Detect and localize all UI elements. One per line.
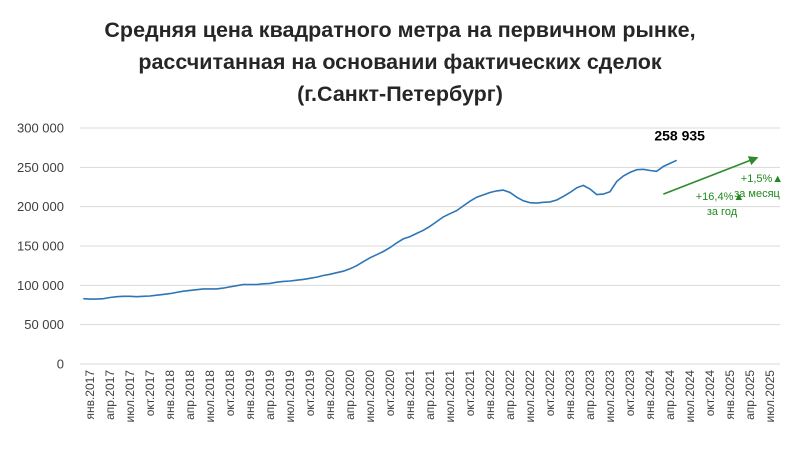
x-tick-label: янв.2021 bbox=[403, 370, 417, 420]
x-tick-label: окт.2020 bbox=[383, 370, 397, 417]
chart-title: Средняя цена квадратного метра на первич… bbox=[0, 14, 800, 110]
x-tick-label: янв.2017 bbox=[83, 370, 97, 420]
price-series-line bbox=[83, 159, 678, 300]
x-tick-label: янв.2022 bbox=[483, 370, 497, 420]
x-tick-label: июл.2025 bbox=[763, 370, 777, 423]
x-tick-label: окт.2018 bbox=[223, 370, 237, 417]
x-tick-label: янв.2019 bbox=[243, 370, 257, 420]
x-tick-label: июл.2021 bbox=[443, 370, 457, 423]
yearly-change-caption: за год bbox=[707, 206, 738, 218]
x-tick-label: окт.2024 bbox=[703, 370, 717, 417]
x-tick-label: окт.2022 bbox=[543, 370, 557, 417]
x-tick-label: апр.2019 bbox=[263, 370, 277, 420]
x-tick-label: апр.2025 bbox=[743, 370, 757, 420]
x-tick-label: апр.2021 bbox=[423, 370, 437, 420]
annotations: 258 935 +1,5%▲ за месяц +16,4%▲ за год bbox=[654, 127, 783, 218]
gridlines bbox=[80, 127, 780, 365]
x-tick-label: янв.2020 bbox=[323, 370, 337, 420]
monthly-change-caption: за месяц bbox=[734, 188, 780, 200]
x-tick-label: апр.2017 bbox=[103, 370, 117, 420]
x-tick-label: апр.2020 bbox=[343, 370, 357, 420]
x-tick-label: апр.2022 bbox=[503, 370, 517, 420]
x-tick-label: янв.2023 bbox=[563, 370, 577, 420]
y-tick-label: 150 000 bbox=[17, 239, 64, 254]
monthly-change-annotation: +1,5%▲ bbox=[741, 173, 783, 185]
x-tick-label: июл.2019 bbox=[283, 370, 297, 423]
y-tick-label: 250 000 bbox=[17, 160, 64, 175]
x-tick-label: апр.2024 bbox=[663, 370, 677, 420]
trend-arrow bbox=[663, 156, 759, 195]
x-tick-label: окт.2019 bbox=[303, 370, 317, 417]
x-tick-label: апр.2023 bbox=[583, 370, 597, 420]
chart-title-line-2: рассчитанная на основании фактических сд… bbox=[138, 50, 662, 74]
x-tick-label: янв.2025 bbox=[723, 370, 737, 420]
chart-title-line-3: (г.Санкт-Петербург) bbox=[297, 82, 503, 106]
x-tick-label: июл.2017 bbox=[123, 370, 137, 423]
y-tick-label: 0 bbox=[57, 357, 64, 372]
y-tick-label: 100 000 bbox=[17, 278, 64, 293]
x-axis-tick-labels: янв.2017 апр.2017 июл.2017 окт.2017 янв.2018… bbox=[83, 370, 777, 423]
y-tick-label: 200 000 bbox=[17, 199, 64, 214]
x-tick-label: июл.2020 bbox=[363, 370, 377, 423]
y-tick-label: 50 000 bbox=[24, 317, 64, 332]
yearly-change-annotation: +16,4%▲ bbox=[696, 191, 745, 203]
y-axis-tick-labels: 0 50 000 100 000 150 000 200 000 250 000 300 0… bbox=[17, 121, 64, 372]
x-tick-label: янв.2024 bbox=[643, 370, 657, 420]
x-tick-label: июл.2023 bbox=[603, 370, 617, 423]
last-value-label: 258 935 bbox=[654, 127, 705, 143]
x-tick-label: июл.2022 bbox=[523, 370, 537, 423]
x-tick-label: окт.2021 bbox=[463, 370, 477, 417]
x-tick-label: окт.2023 bbox=[623, 370, 637, 417]
chart-title-line-1: Средняя цена квадратного метра на первич… bbox=[104, 18, 696, 42]
y-tick-label: 300 000 bbox=[17, 121, 64, 136]
x-tick-label: июл.2018 bbox=[203, 370, 217, 423]
series-layer bbox=[83, 159, 678, 300]
x-tick-label: окт.2017 bbox=[143, 370, 157, 417]
trend-layer bbox=[663, 156, 759, 195]
x-tick-label: июл.2024 bbox=[683, 370, 697, 423]
x-tick-label: янв.2018 bbox=[163, 370, 177, 420]
x-tick-label: апр.2018 bbox=[183, 370, 197, 420]
